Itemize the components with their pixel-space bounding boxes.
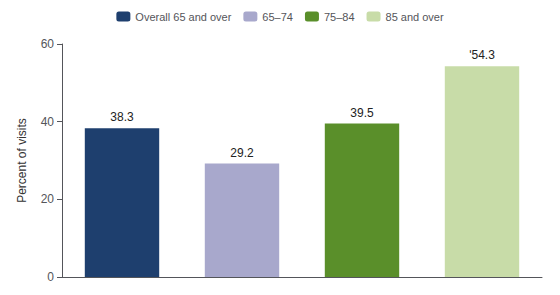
svg-text:75–84: 75–84 [324, 11, 355, 23]
svg-text:29.2: 29.2 [230, 146, 254, 160]
svg-text:Overall 65 and over: Overall 65 and over [135, 11, 231, 23]
svg-text:85 and over: 85 and over [386, 11, 444, 23]
svg-text:65–74: 65–74 [262, 11, 293, 23]
svg-text:60: 60 [41, 37, 55, 51]
svg-text:20: 20 [41, 192, 55, 206]
svg-text:40: 40 [41, 115, 55, 129]
svg-text:Percent of visits: Percent of visits [15, 118, 29, 203]
svg-text:ʹ54.3: ʹ54.3 [469, 48, 495, 62]
svg-text:0: 0 [47, 270, 54, 284]
svg-text:38.3: 38.3 [110, 110, 134, 124]
svg-text:39.5: 39.5 [350, 106, 374, 120]
